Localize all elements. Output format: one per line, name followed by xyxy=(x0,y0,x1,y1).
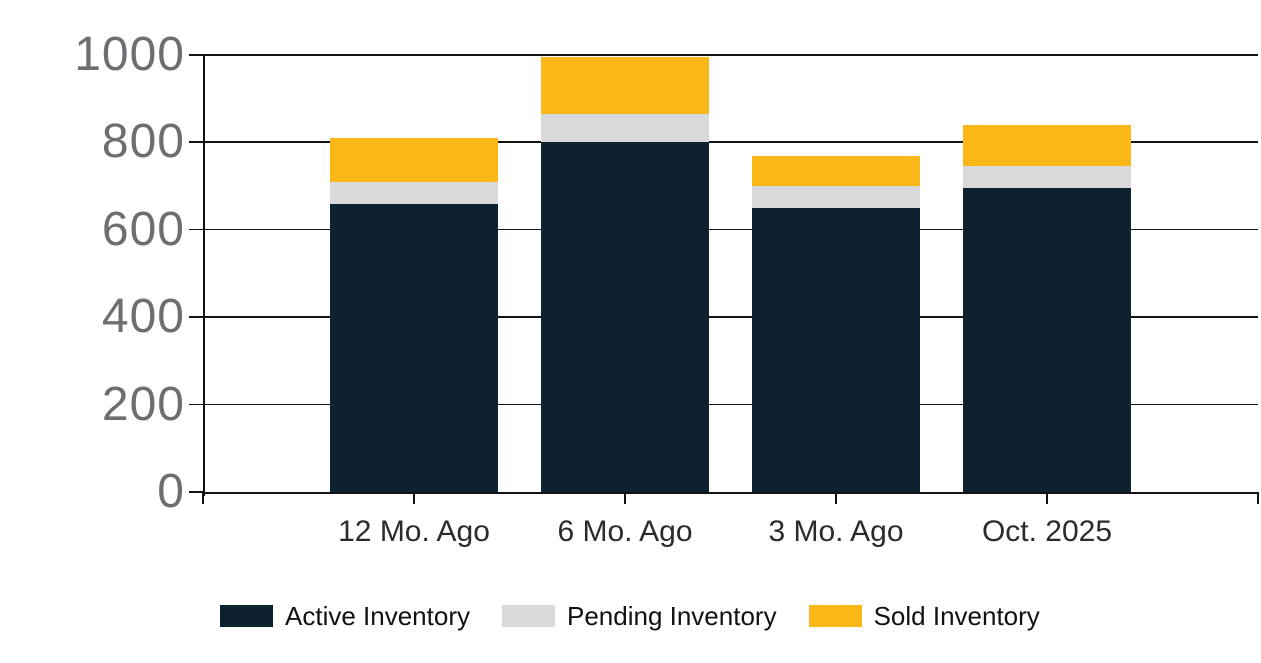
bar-segment-pending-inventory xyxy=(329,181,499,204)
x-axis-end-tick xyxy=(1257,492,1259,504)
y-axis-tick-label: 0 xyxy=(157,465,185,518)
legend-label: Active Inventory xyxy=(285,600,470,631)
y-axis-tick-label: 200 xyxy=(101,377,185,431)
legend-swatch-pending-inventory xyxy=(501,605,555,627)
legend: Active Inventory Pending Inventory Sold In… xyxy=(0,599,1261,633)
x-axis-label: 12 Mo. Ago xyxy=(338,515,490,548)
x-axis-start-tick xyxy=(202,492,204,504)
bar-segment-active-inventory xyxy=(962,188,1132,492)
legend-label: Pending Inventory xyxy=(566,600,777,631)
legend-item-active-inventory: Active Inventory xyxy=(220,601,470,632)
gridline-400 xyxy=(203,316,1258,318)
x-axis-label: 3 Mo. Ago xyxy=(768,515,904,548)
y-axis-tick-label: 800 xyxy=(101,115,185,169)
bar-segment-pending-inventory xyxy=(962,166,1132,189)
y-axis-tick-1000 xyxy=(189,54,203,56)
gridline-600 xyxy=(203,228,1258,231)
x-axis-line xyxy=(203,492,1258,494)
y-axis-tick-800 xyxy=(189,141,203,143)
y-axis-tick-label: 400 xyxy=(101,290,185,344)
gridline-800 xyxy=(203,141,1258,143)
bar-segment-sold-inventory xyxy=(962,124,1132,167)
y-axis-tick-0 xyxy=(189,491,203,493)
x-axis-label: 6 Mo. Ago xyxy=(557,515,693,548)
x-axis-tick-3-mo-ago xyxy=(835,492,837,504)
y-axis-tick-400 xyxy=(189,316,203,318)
bar-segment-sold-inventory xyxy=(540,57,710,114)
legend-item-sold-inventory: Sold Inventory xyxy=(808,600,1040,632)
bar-segment-pending-inventory xyxy=(540,114,710,143)
bar-stack-6-mo-ago xyxy=(540,55,710,492)
legend-label: Sold Inventory xyxy=(873,600,1040,631)
y-axis-tick-label: 600 xyxy=(101,202,185,256)
y-axis-tick-600 xyxy=(189,228,203,231)
x-axis-label: Oct. 2025 xyxy=(981,515,1113,548)
bar-segment-active-inventory xyxy=(751,207,921,492)
legend-swatch-active-inventory xyxy=(220,605,273,627)
bar-segment-active-inventory xyxy=(540,142,710,492)
y-axis-line xyxy=(203,55,205,496)
plot-area xyxy=(189,54,1259,504)
legend-swatch-sold-inventory xyxy=(808,605,862,627)
x-axis-tick-oct-2025 xyxy=(1046,492,1048,504)
bar-stack-12-mo-ago xyxy=(329,55,499,492)
bar-segment-sold-inventory xyxy=(329,138,499,182)
bar-stack-3-mo-ago xyxy=(751,55,921,492)
bar-segment-sold-inventory xyxy=(751,155,921,187)
x-axis-tick-6-mo-ago xyxy=(624,492,626,504)
y-axis-tick-label: 1000 xyxy=(74,28,185,81)
x-axis: 12 Mo. Ago 6 Mo. Ago 3 Mo. Ago Oct. 2025 xyxy=(203,515,1258,557)
y-axis-tick-200 xyxy=(189,403,203,406)
legend-item-pending-inventory: Pending Inventory xyxy=(501,600,777,632)
x-axis-tick-12-mo-ago xyxy=(413,492,415,504)
gridline-1000 xyxy=(203,54,1258,56)
bar-segment-active-inventory xyxy=(329,203,499,492)
bar-stack-oct-2025 xyxy=(962,55,1132,492)
y-axis: 0 200 400 600 800 1000 xyxy=(0,31,185,516)
bar-segment-pending-inventory xyxy=(751,186,921,208)
gridline-200 xyxy=(203,403,1258,406)
